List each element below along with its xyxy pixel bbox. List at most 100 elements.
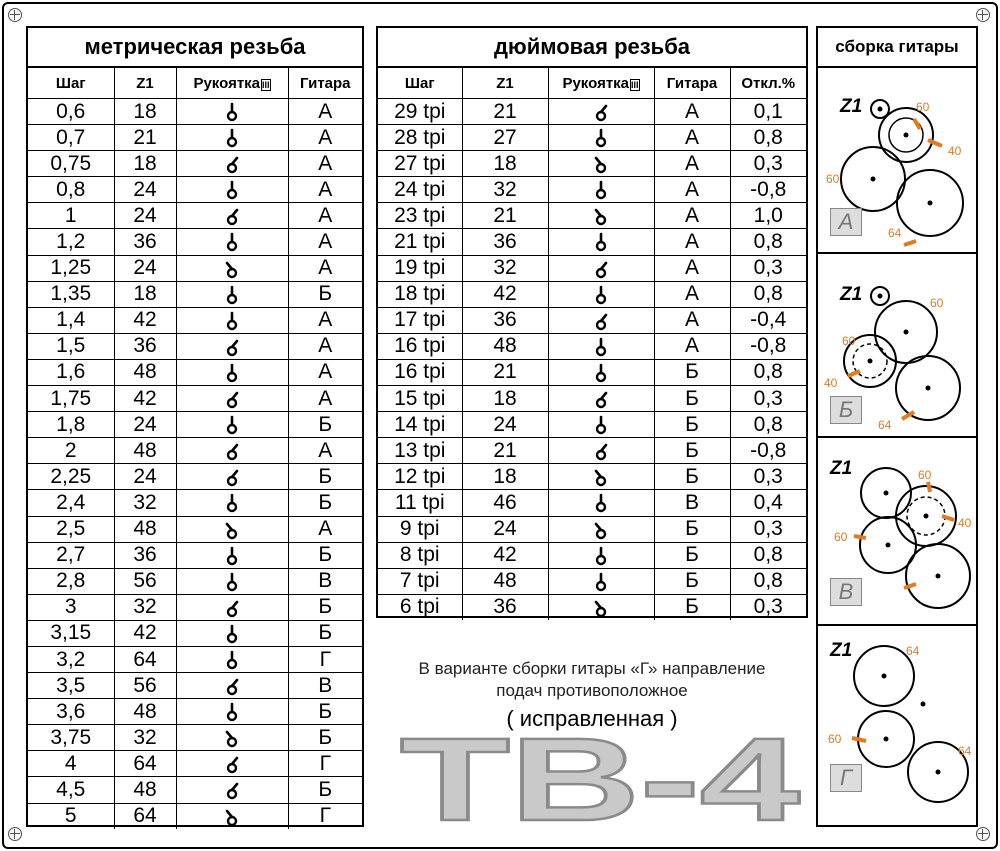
z1-label: Z1 [840,284,863,305]
dev-cell: 0,3 [729,593,806,620]
z1-cell: 42 [461,280,549,308]
handle-position-cell [547,463,655,491]
table-row: 1 24 А [28,202,362,230]
handle-up-icon [594,180,608,200]
guitar-cell: Б [287,619,362,647]
handle-position-cell [547,228,655,256]
z1-cell: 27 [461,124,549,152]
table-row: 1,4 42 А [28,306,362,334]
handle-left-icon [594,206,608,226]
step-cell: 9 tpi [378,515,463,543]
guitar-cell: Б [653,515,731,543]
handle-position-cell [547,202,655,230]
dev-cell: 1,0 [729,202,806,230]
z1-cell: 24 [113,463,177,491]
metric-thread-table: Шаг Z1 Рукоятка III Гитара 0,6 18 А 0,7 21 А 0,… [28,68,362,829]
step-cell: 11 tpi [378,489,463,517]
z1-cell: 36 [113,228,177,256]
variant-label: А [830,208,862,236]
handle-left-icon [594,598,608,618]
inch-thread-table: Шаг Z1 Рукоятка III Гитара Откл.% 29 tpi 2… [378,68,806,620]
guitar-cell: А [287,176,362,204]
column-header-guitar: Гитара [287,68,362,99]
step-cell: 24 tpi [378,176,463,204]
step-cell: 29 tpi [378,97,463,126]
handle-left-icon [225,520,239,540]
guitar-cell: А [287,306,362,334]
z1-cell: 18 [461,385,549,413]
guitar-cell: Г [287,802,362,829]
step-cell: 21 tpi [378,228,463,256]
handle-left-icon [594,154,608,174]
z1-cell: 56 [113,672,177,700]
handle-right-icon [225,206,239,226]
guitar-cell: Б [287,776,362,804]
guitar-cell: А [287,150,362,178]
handle-right-icon [594,441,608,461]
gear-number: 64 [888,226,902,240]
gear-number: 60 [930,296,944,310]
guitar-cell: В [653,489,731,517]
handle-right-icon [225,441,239,461]
z1-cell: 42 [113,619,177,647]
guitar-cell: А [287,124,362,152]
guitar-cell: Б [653,541,731,569]
dev-cell: 0,3 [729,385,806,413]
z1-cell: 21 [113,124,177,152]
dev-cell: 0,4 [729,489,806,517]
z1-cell: 24 [461,411,549,439]
table-row: 2,4 32 Б [28,489,362,517]
z1-cell: 24 [113,202,177,230]
table-row: 6 tpi 36 Б 0,3 [378,593,806,620]
gear-train-diagram [851,645,969,803]
table-row: 24 tpi 32 А -0,8 [378,176,806,204]
step-cell: 1,4 [28,306,115,334]
handle-up-icon [225,232,239,252]
z1-cell: 48 [113,358,177,387]
handle-position-cell [175,645,289,674]
column-header-guitar: Гитара [653,68,731,99]
table-row: 0,7 21 А [28,124,362,152]
z1-cell: 36 [113,332,177,360]
guitar-cell: А [653,306,731,334]
handle-position-cell [175,802,289,829]
step-cell: 1,8 [28,411,115,439]
handle-right-icon [225,337,239,357]
table-row: 15 tpi 18 Б 0,3 [378,385,806,413]
handle-up-icon [225,493,239,513]
handle-up-icon [594,232,608,252]
step-cell: 16 tpi [378,332,463,360]
handle-left-icon [225,728,239,748]
guitar-cell: А [287,515,362,543]
z1-cell: 21 [461,97,549,126]
z1-cell: 42 [461,541,549,569]
handle-position-cell [547,515,655,543]
table-row: 3,6 48 Б [28,698,362,726]
step-cell: 1,35 [28,280,115,308]
handle-up-icon [225,128,239,148]
table-row: 13 tpi 21 Б -0,8 [378,437,806,465]
guitar-cell: А [653,176,731,204]
handle-position-cell [175,97,289,126]
z1-cell: 18 [461,150,549,178]
dev-cell: 0,3 [729,150,806,178]
z1-label: Z1 [840,96,863,117]
guitar-cell: А [653,124,731,152]
step-cell: 1,25 [28,254,115,282]
step-cell: 3,5 [28,672,115,700]
z1-cell: 64 [113,802,177,829]
screw-icon [8,827,22,841]
step-cell: 7 tpi [378,567,463,595]
handle-position-cell [175,437,289,465]
table-row: 14 tpi 24 Б 0,8 [378,411,806,439]
gear-number: 64 [878,418,892,432]
guitar-cell: А [287,254,362,282]
z1-cell: 48 [113,698,177,726]
step-cell: 4,5 [28,776,115,804]
handle-up-icon [225,180,239,200]
z1-cell: 32 [113,593,177,621]
z1-cell: 64 [113,750,177,778]
note-line: подач противоположное [496,681,688,700]
handle-position-cell [175,593,289,621]
step-cell: 2,5 [28,515,115,543]
